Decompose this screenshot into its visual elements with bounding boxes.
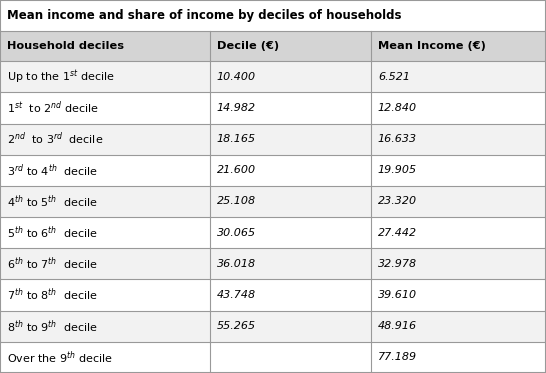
Bar (0, 342, 546, 373)
Text: 14.982: 14.982 (217, 103, 256, 113)
Bar (0, 31, 546, 61)
Text: 21.600: 21.600 (217, 165, 256, 175)
Text: 32.978: 32.978 (378, 259, 417, 269)
Text: 23.320: 23.320 (378, 197, 417, 207)
Text: 18.165: 18.165 (217, 134, 256, 144)
Text: 6$^{th}$ to 7$^{th}$  decile: 6$^{th}$ to 7$^{th}$ decile (7, 256, 97, 272)
Text: 2$^{nd}$  to 3$^{rd}$  decile: 2$^{nd}$ to 3$^{rd}$ decile (7, 131, 103, 147)
Bar (0, 0, 546, 31)
Text: 5$^{th}$ to 6$^{th}$  decile: 5$^{th}$ to 6$^{th}$ decile (7, 225, 97, 241)
Text: 7$^{th}$ to 8$^{th}$  decile: 7$^{th}$ to 8$^{th}$ decile (7, 287, 97, 303)
Text: 43.748: 43.748 (217, 290, 256, 300)
Text: Up to the 1$^{st}$ decile: Up to the 1$^{st}$ decile (7, 68, 115, 85)
Text: 48.916: 48.916 (378, 321, 417, 331)
Text: 39.610: 39.610 (378, 290, 417, 300)
Bar (0, 248, 546, 279)
Text: 12.840: 12.840 (378, 103, 417, 113)
Text: 30.065: 30.065 (217, 228, 256, 238)
Text: 36.018: 36.018 (217, 259, 256, 269)
Bar (0, 311, 546, 342)
Text: 55.265: 55.265 (217, 321, 256, 331)
Text: 19.905: 19.905 (378, 165, 417, 175)
Text: 1$^{st}$  to 2$^{nd}$ decile: 1$^{st}$ to 2$^{nd}$ decile (7, 100, 98, 116)
Text: 25.108: 25.108 (217, 197, 256, 207)
Text: 77.189: 77.189 (378, 352, 417, 363)
Text: 3$^{rd}$ to 4$^{th}$  decile: 3$^{rd}$ to 4$^{th}$ decile (7, 162, 98, 179)
Text: 27.442: 27.442 (378, 228, 417, 238)
Bar (0, 123, 546, 155)
Text: Mean income and share of income by deciles of households: Mean income and share of income by decil… (7, 9, 401, 22)
Bar (0, 279, 546, 311)
Text: Household deciles: Household deciles (7, 41, 123, 51)
Text: 10.400: 10.400 (217, 72, 256, 82)
Text: 6.521: 6.521 (378, 72, 410, 82)
Text: Over the 9$^{th}$ decile: Over the 9$^{th}$ decile (7, 349, 112, 366)
Text: 4$^{th}$ to 5$^{th}$  decile: 4$^{th}$ to 5$^{th}$ decile (7, 193, 97, 210)
Text: 16.633: 16.633 (378, 134, 417, 144)
Text: 8$^{th}$ to 9$^{th}$  decile: 8$^{th}$ to 9$^{th}$ decile (7, 318, 97, 335)
Bar (0, 93, 546, 123)
Text: Decile (€): Decile (€) (217, 41, 279, 51)
Bar (0, 61, 546, 93)
Bar (0, 217, 546, 248)
Bar (0, 186, 546, 217)
Text: Mean Income (€): Mean Income (€) (378, 41, 486, 51)
Bar (0, 155, 546, 186)
